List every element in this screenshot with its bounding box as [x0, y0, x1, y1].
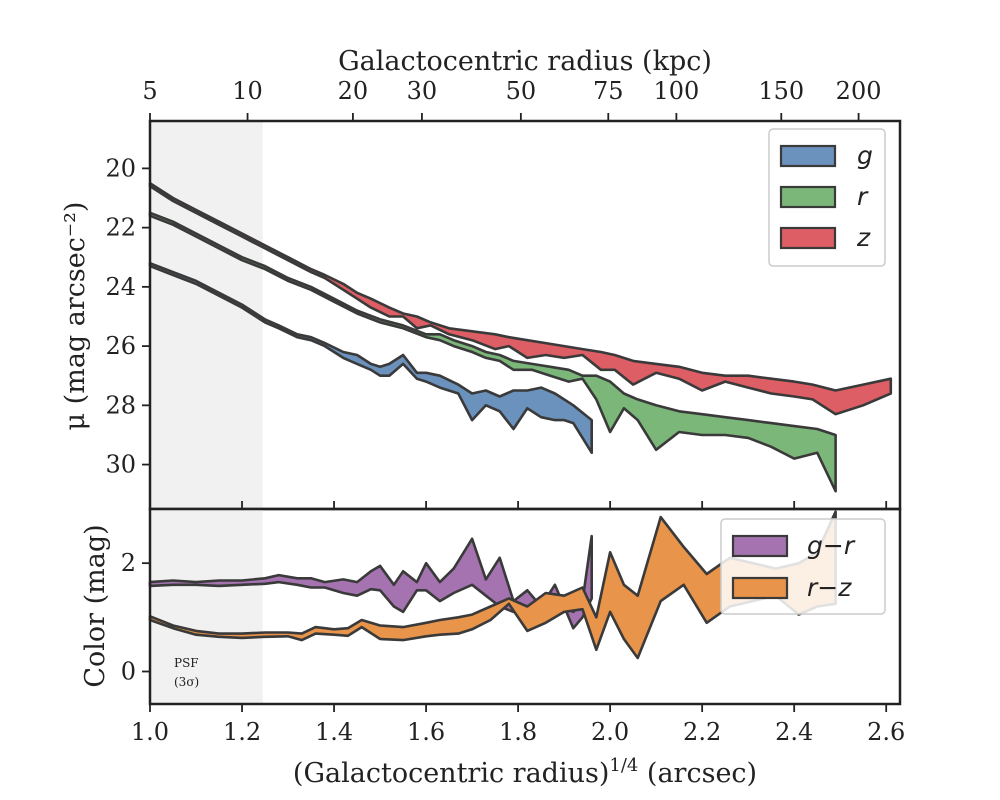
top-axis-tick-label: 20	[338, 77, 369, 105]
legend-label-r-z: r−z	[807, 573, 852, 602]
top-axis-tick-label: 50	[506, 77, 537, 105]
psf-shading-top	[150, 121, 263, 509]
top-axis-tick-label: 200	[836, 77, 882, 105]
top-axis-tick-label: 5	[142, 77, 157, 105]
xtick-label: 2.0	[591, 718, 629, 746]
top-axis-tick-label: 30	[407, 77, 438, 105]
ytick-label: 20	[105, 154, 136, 182]
legend-bands: grz	[768, 128, 886, 267]
xtick-label: 1.8	[499, 718, 537, 746]
surface-brightness-ylabel: μ (mag arcsec⁻²)	[60, 202, 91, 431]
xtick-label: 1.6	[407, 718, 445, 746]
legend-swatch-g	[779, 144, 837, 168]
band-r	[148, 211, 837, 493]
legend-label-g-r: g−r	[807, 531, 856, 560]
legend-swatch-r	[779, 185, 837, 209]
bottom-xlabel: (Galactocentric radius)1/4 (arcsec)	[293, 755, 757, 789]
top-axis-tick-label: 75	[593, 77, 624, 105]
ytick-label: 30	[105, 451, 136, 479]
band-g-r	[148, 534, 594, 630]
xtick-label: 1.0	[131, 718, 169, 746]
legend-swatch-z	[779, 226, 837, 250]
psf-shading-bottom	[150, 509, 263, 704]
color-ytick-label: 2	[121, 549, 136, 577]
top-axis-tick-label: 10	[232, 77, 263, 105]
legend-colors: g−r r−z	[720, 518, 886, 615]
ytick-label: 28	[105, 391, 136, 419]
xtick-label: 2.2	[683, 718, 721, 746]
xtick-label: 1.4	[315, 718, 353, 746]
top-axis-tick-label: 150	[758, 77, 804, 105]
top-axis-title: Galactocentric radius (kpc)	[338, 46, 712, 77]
legend-label-r: r	[857, 182, 869, 211]
top-axis-tick-label: 100	[653, 77, 699, 105]
color-ylabel: Color (mag)	[80, 524, 111, 687]
legend-swatch-r-z	[731, 576, 789, 600]
color-panel: 02 1.0 1.2 1.4 1.6 1.8 2.0 2.2 2.4 2.6 PSF (3σ) …	[80, 507, 905, 789]
ytick-label: 22	[105, 214, 136, 242]
legend-swatch-g-r	[731, 534, 789, 558]
bottom-panel-frame	[148, 507, 902, 706]
psf-label-line1: PSF	[174, 656, 199, 670]
legend-label-z: z	[856, 223, 871, 252]
ytick-label: 26	[105, 332, 136, 360]
color-ytick-label: 0	[121, 658, 136, 686]
legend-box	[720, 518, 886, 615]
xtick-label: 2.6	[867, 718, 905, 746]
surface-brightness-panel: 20 22 24 26 28 30 5 10 20 30 50 75 100 150 200 Galact…	[60, 46, 902, 511]
psf-label-line2: (3σ)	[174, 675, 199, 689]
ytick-label: 24	[105, 273, 136, 301]
xtick-label: 2.4	[775, 718, 813, 746]
xtick-label: 1.2	[223, 718, 261, 746]
band-g	[148, 261, 594, 455]
legend-label-g: g	[857, 141, 873, 170]
band-z	[148, 181, 893, 416]
